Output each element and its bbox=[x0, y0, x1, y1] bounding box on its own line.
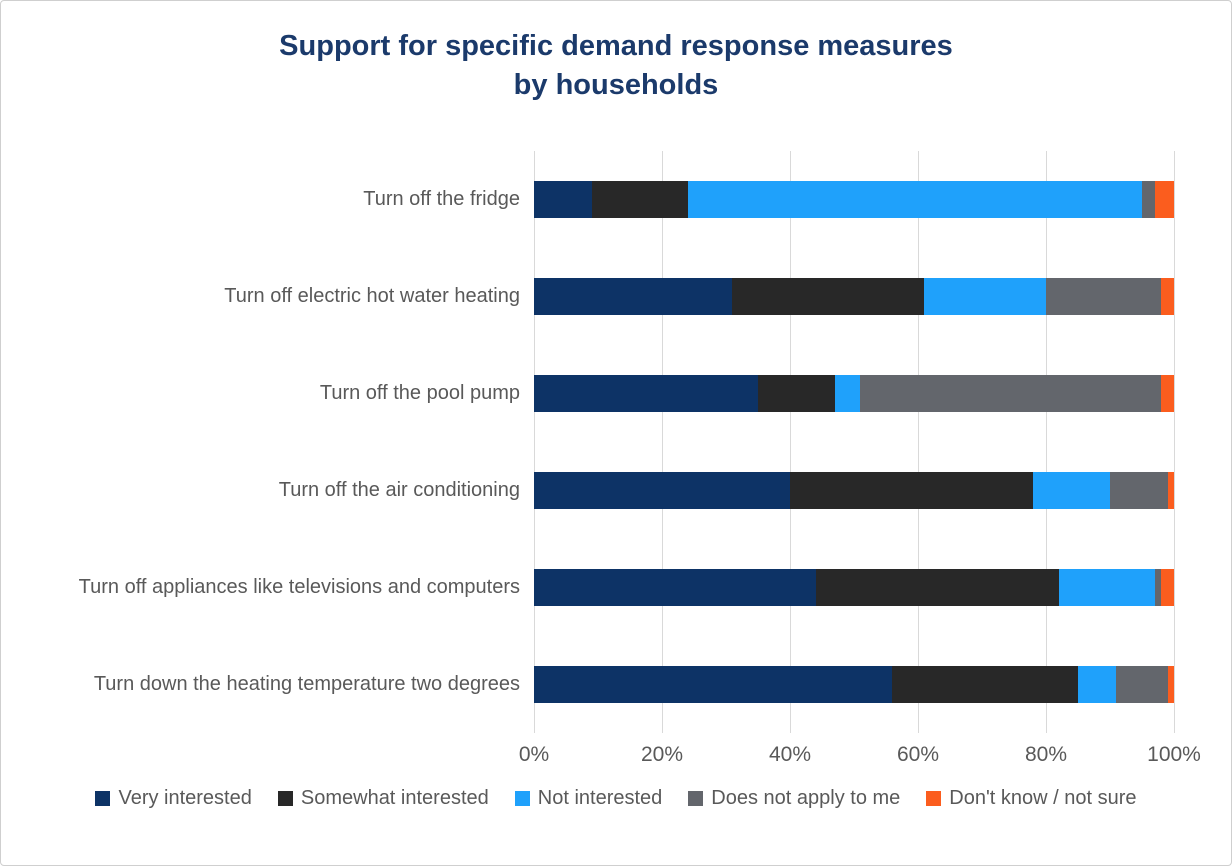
legend-item: Very interested bbox=[95, 787, 252, 810]
chart-title-line-2: by households bbox=[513, 69, 719, 101]
bar-segment bbox=[534, 278, 733, 315]
bar-segment bbox=[790, 472, 1034, 509]
bar-row bbox=[534, 181, 1174, 218]
legend-label: Somewhat interested bbox=[300, 787, 489, 809]
chart-title: Support for specific demand response mea… bbox=[1, 27, 1231, 105]
bar-segment bbox=[1161, 375, 1174, 412]
legend-swatch-very-interested bbox=[95, 791, 111, 806]
bar-segment bbox=[924, 278, 1046, 315]
bar-row bbox=[534, 472, 1174, 509]
bar-row bbox=[534, 278, 1174, 315]
bar-segment bbox=[1033, 472, 1110, 509]
chart-title-line-1: Support for specific demand response mea… bbox=[279, 30, 953, 62]
legend-swatch-does-not-apply bbox=[688, 791, 704, 806]
bar-segment bbox=[534, 375, 758, 412]
bar-segment bbox=[591, 181, 688, 218]
category-label: Turn down the heating temperature two de… bbox=[93, 673, 520, 695]
bar-segment bbox=[1161, 569, 1174, 606]
x-axis-tick: 0% bbox=[518, 743, 550, 766]
bar-segment bbox=[732, 278, 925, 315]
legend-item: Does not apply to me bbox=[688, 787, 900, 810]
plot-area bbox=[534, 151, 1175, 733]
bar-segment bbox=[687, 181, 1142, 218]
category-label: Turn off electric hot water heating bbox=[224, 285, 520, 307]
legend-label: Does not apply to me bbox=[711, 787, 901, 809]
legend-swatch-somewhat-interested bbox=[277, 791, 293, 806]
category-label: Turn off the fridge bbox=[363, 188, 520, 210]
legend-label: Not interested bbox=[537, 787, 663, 809]
legend-swatch-not-interested bbox=[514, 791, 530, 806]
bar-segment bbox=[534, 472, 790, 509]
gridline bbox=[534, 151, 535, 733]
bar-row bbox=[534, 666, 1174, 703]
gridline bbox=[918, 151, 919, 733]
x-axis-tick: 80% bbox=[1024, 743, 1068, 766]
legend-item: Don't know / not sure bbox=[926, 787, 1137, 810]
bar-segment bbox=[1154, 569, 1162, 606]
bar-row bbox=[534, 569, 1174, 606]
legend: Very interested Somewhat interested Not … bbox=[1, 787, 1231, 810]
legend-label: Very interested bbox=[118, 787, 252, 809]
x-axis-tick: 40% bbox=[768, 743, 812, 766]
bar-segment bbox=[834, 375, 861, 412]
bar-segment bbox=[815, 569, 1059, 606]
bar-segment bbox=[1077, 666, 1117, 703]
bar-row bbox=[534, 375, 1174, 412]
legend-swatch-dont-know bbox=[926, 791, 942, 806]
x-axis-tick: 20% bbox=[640, 743, 684, 766]
category-label: Turn off the pool pump bbox=[319, 382, 520, 404]
legend-item: Somewhat interested bbox=[277, 787, 489, 810]
gridline bbox=[662, 151, 663, 733]
gridline bbox=[790, 151, 791, 733]
bar-segment bbox=[1154, 181, 1174, 218]
bar-segment bbox=[1045, 278, 1162, 315]
bar-segment bbox=[1116, 666, 1168, 703]
legend-label: Don't know / not sure bbox=[949, 787, 1137, 809]
bar-segment bbox=[1141, 181, 1155, 218]
x-axis-tick: 60% bbox=[896, 743, 940, 766]
x-axis-tick: 100% bbox=[1147, 743, 1201, 766]
bar-segment bbox=[1058, 569, 1155, 606]
gridline bbox=[1174, 151, 1175, 733]
bar-segment bbox=[1109, 472, 1168, 509]
category-label: Turn off the air conditioning bbox=[278, 479, 520, 501]
x-axis: 0% 20% 40% 60% 80% 100% bbox=[1, 743, 1231, 771]
gridline bbox=[1046, 151, 1047, 733]
bar-segment bbox=[758, 375, 835, 412]
bar-segment bbox=[534, 181, 592, 218]
legend-item: Not interested bbox=[514, 787, 663, 810]
bars-layer bbox=[534, 151, 1174, 733]
bar-segment bbox=[1167, 666, 1174, 703]
bar-segment bbox=[892, 666, 1078, 703]
bar-segment bbox=[1167, 472, 1174, 509]
bar-segment bbox=[534, 666, 893, 703]
bar-segment bbox=[534, 569, 816, 606]
bar-segment bbox=[1161, 278, 1174, 315]
category-label: Turn off appliances like televisions and… bbox=[78, 576, 520, 598]
bar-segment bbox=[860, 375, 1162, 412]
